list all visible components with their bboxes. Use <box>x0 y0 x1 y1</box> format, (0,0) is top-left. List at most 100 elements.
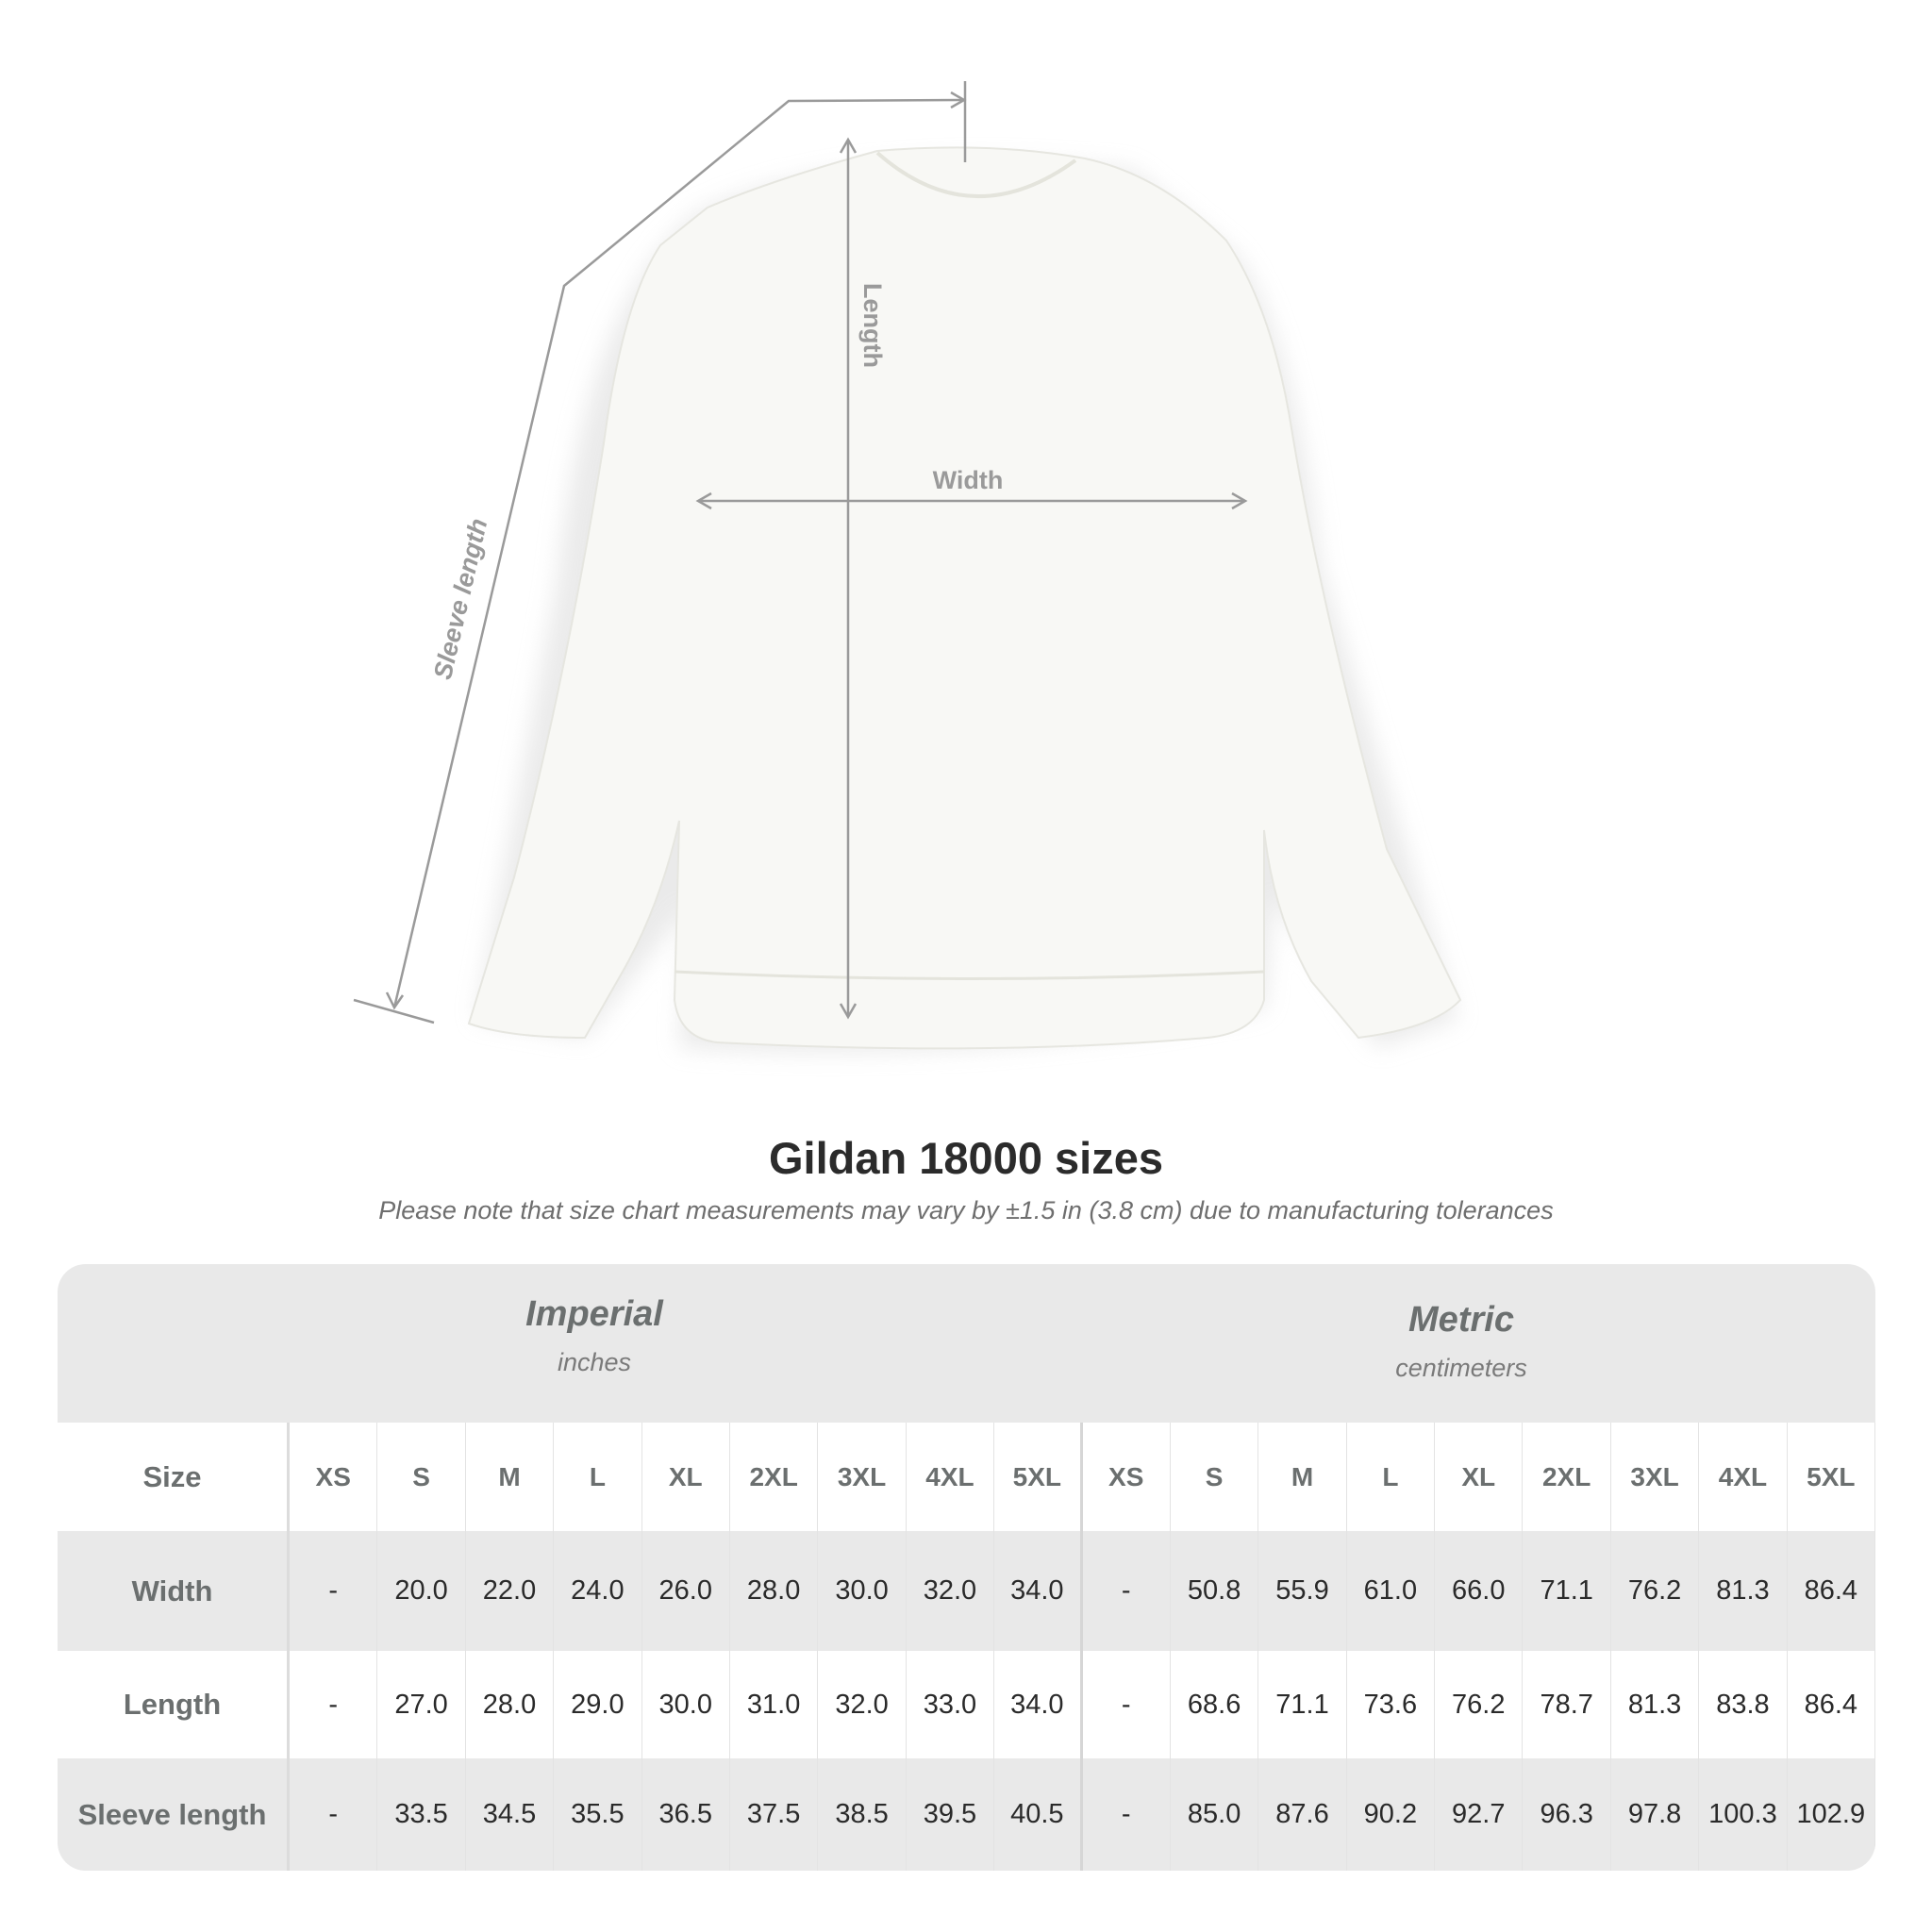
size-header-imperial-2xl: 2XL <box>730 1423 819 1531</box>
table-cell: 102.9 <box>1788 1758 1875 1871</box>
table-row: Width -20.0 22.0 24.0 26.0 28.0 30.0 32.0 34.0-5… <box>58 1531 1875 1651</box>
size-header-imperial-xl: XL <box>642 1423 730 1531</box>
sweatshirt-body <box>467 146 1462 1050</box>
sleeve-arrow-top <box>950 91 967 109</box>
size-header-imperial-m: M <box>466 1423 555 1531</box>
table-cell: 90.2 <box>1347 1758 1436 1871</box>
page-title: Gildan 18000 sizes <box>768 1133 1164 1183</box>
table-cell: 20.0 <box>377 1531 466 1651</box>
table-cell: 34.5 <box>466 1758 555 1871</box>
table-cell: 81.3 <box>1611 1651 1700 1758</box>
table-cell: 22.0 <box>466 1531 555 1651</box>
metric-title: Metric <box>1408 1300 1514 1340</box>
table-cell: 32.0 <box>818 1651 907 1758</box>
size-header-metric-xl: XL <box>1435 1423 1524 1531</box>
table-cell: 24.0 <box>554 1531 642 1651</box>
table-cell: 40.5 <box>994 1758 1083 1871</box>
sweatshirt-collar <box>875 151 1077 198</box>
table-cell: 35.5 <box>554 1758 642 1871</box>
width-arrow-right <box>1231 491 1248 510</box>
row-label: Length <box>58 1651 290 1758</box>
sleeve-length-label: Sleeve length <box>428 516 492 682</box>
table-cell: 34.0 <box>994 1531 1083 1651</box>
table-cell: 55.9 <box>1258 1531 1347 1651</box>
size-header-label: Size <box>58 1423 290 1531</box>
table-cell: 96.3 <box>1523 1758 1611 1871</box>
table-cell: 34.0 <box>994 1651 1083 1758</box>
table-cell: 61.0 <box>1347 1531 1436 1651</box>
table-cell: 36.5 <box>642 1758 730 1871</box>
table-cell: 30.0 <box>818 1531 907 1651</box>
size-header-imperial-4xl: 4XL <box>907 1423 995 1531</box>
length-label: Length <box>858 283 887 368</box>
length-arrow-top <box>839 137 858 154</box>
table-cell: - <box>290 1531 378 1651</box>
table-cell: 38.5 <box>818 1758 907 1871</box>
table-cell: 66.0 <box>1435 1531 1524 1651</box>
table-cell: 73.6 <box>1347 1651 1436 1758</box>
size-header-metric-5xl: 5XL <box>1788 1423 1875 1531</box>
table-cell: 32.0 <box>907 1531 995 1651</box>
table-cell: - <box>1083 1531 1171 1651</box>
table-cell: 85.0 <box>1171 1758 1259 1871</box>
sleeve-tick-bottom <box>353 998 435 1024</box>
size-header-metric-3xl: 3XL <box>1611 1423 1700 1531</box>
width-label: Width <box>933 466 1004 494</box>
table-cell: - <box>290 1758 378 1871</box>
table-cell: 29.0 <box>554 1651 642 1758</box>
size-table: Imperial inches Metric centimeters Size X… <box>58 1264 1875 1871</box>
size-header-metric-xs: XS <box>1083 1423 1171 1531</box>
table-cell: 76.2 <box>1611 1531 1700 1651</box>
table-cell: 97.8 <box>1611 1758 1700 1871</box>
table-cell: 50.8 <box>1171 1531 1259 1651</box>
metric-unit: centimeters <box>1395 1354 1527 1382</box>
table-row: Sleeve length -33.5 34.5 35.5 36.5 37.5 38.5 39… <box>58 1758 1875 1871</box>
tolerance-note: Please note that size chart measurements… <box>378 1196 1554 1224</box>
sweatshirt-hem <box>674 970 1265 980</box>
size-header-metric-4xl: 4XL <box>1699 1423 1788 1531</box>
table-cell: 26.0 <box>642 1531 730 1651</box>
table-cell: 71.1 <box>1258 1651 1347 1758</box>
row-label: Sleeve length <box>58 1758 290 1871</box>
size-header-imperial-5xl: 5XL <box>994 1423 1083 1531</box>
table-cell: - <box>290 1651 378 1758</box>
table-cell: 68.6 <box>1171 1651 1259 1758</box>
size-header-metric-s: S <box>1171 1423 1259 1531</box>
table-cell: 92.7 <box>1435 1758 1524 1871</box>
size-header-imperial-xs: XS <box>290 1423 378 1531</box>
size-header-imperial-3xl: 3XL <box>818 1423 907 1531</box>
table-cell: 100.3 <box>1699 1758 1788 1871</box>
table-cell: 27.0 <box>377 1651 466 1758</box>
table-cell: 33.0 <box>907 1651 995 1758</box>
table-cell: 39.5 <box>907 1758 995 1871</box>
table-header-band: Imperial inches Metric centimeters <box>58 1264 1875 1423</box>
sweatshirt-diagram: Length Width Sleeve length <box>353 81 1462 1052</box>
table-row: Length -27.0 28.0 29.0 30.0 31.0 32.0 33.0 34.0-… <box>58 1651 1875 1758</box>
size-header-imperial-s: S <box>377 1423 466 1531</box>
table-cell: 86.4 <box>1788 1651 1875 1758</box>
table-cell: 71.1 <box>1523 1531 1611 1651</box>
imperial-title: Imperial <box>525 1294 663 1334</box>
table-cell: 28.0 <box>730 1531 819 1651</box>
sleeve-measure-line <box>392 98 963 1008</box>
table-cell: 81.3 <box>1699 1531 1788 1651</box>
table-cell: - <box>1083 1758 1171 1871</box>
table-cell: - <box>1083 1651 1171 1758</box>
table-cell: 78.7 <box>1523 1651 1611 1758</box>
width-arrow-left <box>695 491 712 510</box>
table-cell: 86.4 <box>1788 1531 1875 1651</box>
imperial-unit: inches <box>557 1348 632 1376</box>
table-cell: 87.6 <box>1258 1758 1347 1871</box>
size-header-metric-m: M <box>1258 1423 1347 1531</box>
size-header-metric-l: L <box>1347 1423 1436 1531</box>
table-cell: 31.0 <box>730 1651 819 1758</box>
imperial-header: Imperial inches <box>500 1294 689 1377</box>
table-cell: 76.2 <box>1435 1651 1524 1758</box>
table-cell: 83.8 <box>1699 1651 1788 1758</box>
table-cell: 33.5 <box>377 1758 466 1871</box>
length-arrow-bottom <box>839 1003 858 1020</box>
sleeve-arrow-bottom <box>385 991 405 1010</box>
size-header-imperial-l: L <box>554 1423 642 1531</box>
table-cell: 37.5 <box>730 1758 819 1871</box>
table-cell: 28.0 <box>466 1651 555 1758</box>
